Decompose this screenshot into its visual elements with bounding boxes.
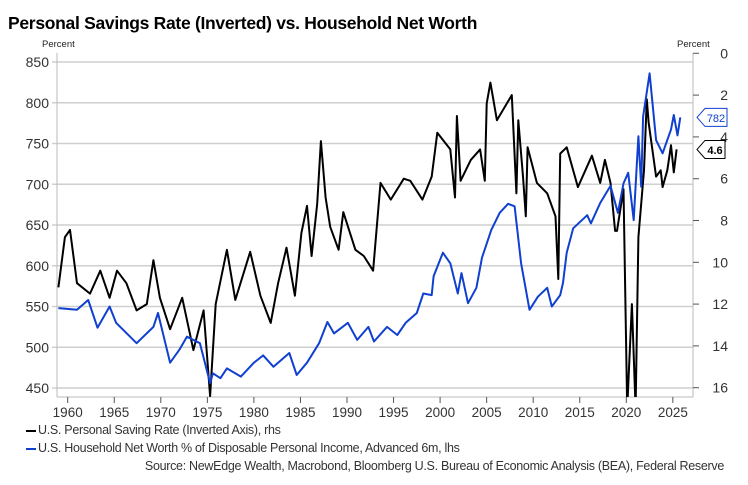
last-value-label: 782	[707, 113, 725, 125]
x-tick-label: 2005	[472, 405, 502, 420]
left-axis-unit: Percent	[42, 39, 75, 50]
right-tick-label: 8	[720, 213, 728, 229]
right-tick-label: 14	[712, 338, 728, 354]
left-tick-label: 800	[26, 95, 50, 111]
right-axis-unit: Percent	[677, 39, 710, 50]
right-tick-label: 0	[720, 45, 728, 61]
left-tick-label: 500	[26, 339, 50, 355]
legend-item-net-worth: U.S. Household Net Worth % of Disposable…	[26, 441, 460, 455]
left-tick-label: 550	[26, 299, 50, 315]
x-tick-label: 2010	[518, 405, 548, 420]
x-tick-label: 1985	[285, 405, 315, 420]
last-value-label: 4.6	[707, 145, 722, 157]
right-tick-label: 6	[720, 171, 728, 187]
x-tick-label: 1965	[99, 405, 129, 420]
legend-item-saving-rate: U.S. Personal Saving Rate (Inverted Axis…	[26, 423, 281, 437]
x-tick-label: 2015	[565, 405, 595, 420]
x-tick-label: 1980	[239, 405, 269, 420]
source-note: Source: NewEdge Wealth, Macrobond, Bloom…	[144, 459, 724, 473]
right-tick-label: 12	[712, 296, 728, 312]
legend-swatch-black	[26, 429, 36, 432]
net-worth-line	[58, 72, 682, 385]
right-tick-label: 10	[712, 254, 728, 270]
saving-rate-line	[57, 81, 678, 397]
x-tick-label: 2020	[611, 405, 641, 420]
right-tick-label: 4	[720, 129, 728, 145]
x-tick-label: 1995	[379, 405, 409, 420]
chart-title: Personal Savings Rate (Inverted) vs. Hou…	[8, 13, 478, 33]
legend-label: U.S. Household Net Worth % of Disposable…	[38, 441, 460, 455]
right-tick-label: 16	[712, 380, 728, 396]
x-tick-label: 1960	[53, 405, 83, 420]
x-tick-label: 1990	[332, 405, 362, 420]
last-value-box	[696, 139, 726, 159]
left-tick-label: 450	[26, 380, 50, 396]
last-value-box	[696, 107, 728, 127]
left-tick-label: 600	[26, 258, 50, 274]
left-tick-label: 750	[26, 136, 50, 152]
x-tick-label: 1970	[146, 405, 176, 420]
left-tick-label: 700	[26, 176, 50, 192]
x-tick-label: 2025	[658, 405, 688, 420]
right-tick-label: 2	[720, 87, 728, 103]
left-tick-label: 650	[26, 217, 50, 233]
left-tick-label: 850	[26, 54, 50, 70]
x-tick-label: 1975	[192, 405, 222, 420]
x-tick-label: 2000	[425, 405, 455, 420]
legend-label: U.S. Personal Saving Rate (Inverted Axis…	[38, 423, 281, 437]
legend-swatch-blue	[26, 447, 36, 450]
